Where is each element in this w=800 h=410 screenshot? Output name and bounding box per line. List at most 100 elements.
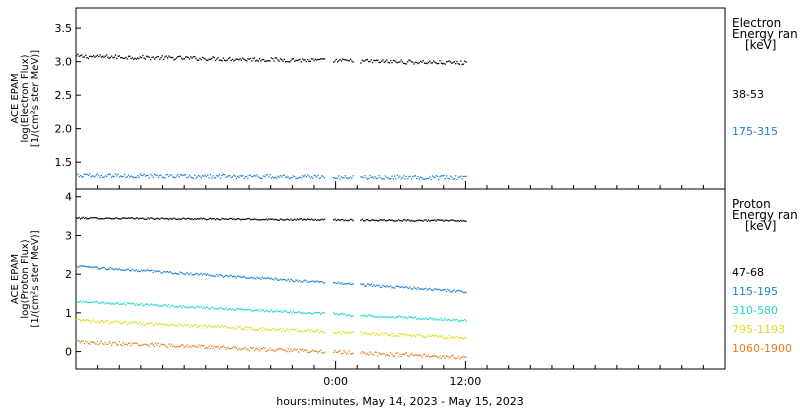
data-point bbox=[285, 349, 287, 352]
data-point bbox=[455, 63, 457, 65]
data-point bbox=[122, 303, 124, 305]
data-point bbox=[192, 345, 195, 347]
data-point bbox=[427, 177, 430, 180]
data-point bbox=[78, 176, 80, 178]
data-point bbox=[423, 288, 426, 290]
data-point bbox=[362, 283, 365, 285]
data-point bbox=[394, 60, 396, 62]
data-point bbox=[159, 58, 161, 61]
data-point bbox=[390, 352, 392, 354]
data-point bbox=[290, 218, 292, 220]
data-point bbox=[407, 219, 409, 221]
data-point bbox=[255, 348, 257, 350]
data-point bbox=[335, 58, 337, 61]
data-point bbox=[361, 176, 363, 178]
data-point bbox=[425, 317, 427, 319]
data-point bbox=[425, 335, 427, 337]
data-point bbox=[183, 58, 185, 60]
data-point bbox=[298, 59, 300, 61]
data-point bbox=[220, 274, 222, 276]
data-point bbox=[310, 312, 313, 315]
data-point bbox=[451, 319, 453, 322]
data-point bbox=[405, 220, 407, 222]
data-point bbox=[407, 334, 409, 336]
data-point bbox=[429, 287, 431, 290]
data-point bbox=[268, 277, 270, 279]
data-point bbox=[138, 176, 140, 178]
data-point bbox=[186, 344, 188, 346]
data-point bbox=[460, 319, 462, 321]
data-point bbox=[77, 301, 79, 303]
data-point bbox=[237, 349, 239, 351]
data-point bbox=[185, 174, 187, 176]
data-point bbox=[77, 217, 79, 219]
data-point bbox=[181, 272, 183, 274]
data-point bbox=[140, 269, 143, 271]
data-point bbox=[426, 336, 428, 338]
data-point bbox=[334, 177, 336, 179]
data-point bbox=[190, 56, 192, 58]
data-point bbox=[155, 271, 157, 273]
data-point bbox=[86, 301, 88, 303]
data-point bbox=[285, 279, 287, 281]
data-point bbox=[436, 289, 439, 291]
data-point bbox=[170, 323, 173, 325]
data-point bbox=[386, 59, 388, 61]
data-point bbox=[305, 280, 307, 282]
data-point bbox=[208, 308, 210, 310]
data-point bbox=[386, 354, 388, 356]
data-point bbox=[369, 174, 371, 177]
data-point bbox=[391, 316, 393, 318]
data-point bbox=[285, 176, 287, 178]
data-point bbox=[178, 323, 180, 325]
data-point bbox=[305, 349, 307, 351]
data-point bbox=[435, 175, 437, 177]
data-point bbox=[422, 60, 424, 62]
data-point bbox=[177, 174, 179, 176]
data-point bbox=[425, 62, 427, 64]
data-point bbox=[368, 219, 370, 222]
data-point bbox=[378, 174, 380, 177]
data-point bbox=[447, 319, 449, 321]
data-point bbox=[144, 270, 147, 272]
data-point bbox=[305, 330, 307, 332]
data-point bbox=[452, 318, 454, 320]
data-point bbox=[366, 283, 369, 285]
data-point bbox=[334, 332, 336, 334]
data-point bbox=[252, 346, 254, 349]
data-point bbox=[430, 178, 432, 181]
data-point bbox=[188, 306, 191, 308]
data-point bbox=[383, 316, 385, 318]
data-point bbox=[369, 314, 371, 316]
data-point bbox=[296, 218, 298, 220]
data-point bbox=[452, 178, 454, 180]
data-point bbox=[313, 350, 315, 352]
data-point bbox=[277, 59, 279, 61]
data-point bbox=[251, 276, 253, 278]
data-point bbox=[96, 217, 99, 219]
data-point bbox=[179, 305, 182, 307]
data-point bbox=[339, 178, 341, 180]
data-point bbox=[414, 61, 417, 63]
data-point bbox=[338, 60, 340, 62]
data-point bbox=[89, 55, 91, 58]
data-point bbox=[127, 268, 130, 270]
data-point bbox=[313, 219, 315, 221]
data-point bbox=[159, 218, 161, 220]
data-point bbox=[83, 173, 86, 175]
data-point bbox=[321, 175, 323, 177]
data-point bbox=[87, 174, 89, 177]
data-point bbox=[262, 175, 265, 177]
data-point bbox=[456, 319, 458, 321]
data-point bbox=[317, 58, 319, 61]
data-point bbox=[265, 218, 267, 220]
data-point bbox=[313, 281, 315, 283]
data-point bbox=[204, 347, 206, 350]
data-point bbox=[300, 312, 302, 314]
data-point bbox=[81, 301, 83, 304]
data-point bbox=[192, 274, 195, 276]
data-point bbox=[237, 175, 239, 178]
data-point bbox=[395, 285, 397, 287]
data-point bbox=[144, 343, 147, 345]
data-point bbox=[196, 305, 198, 307]
